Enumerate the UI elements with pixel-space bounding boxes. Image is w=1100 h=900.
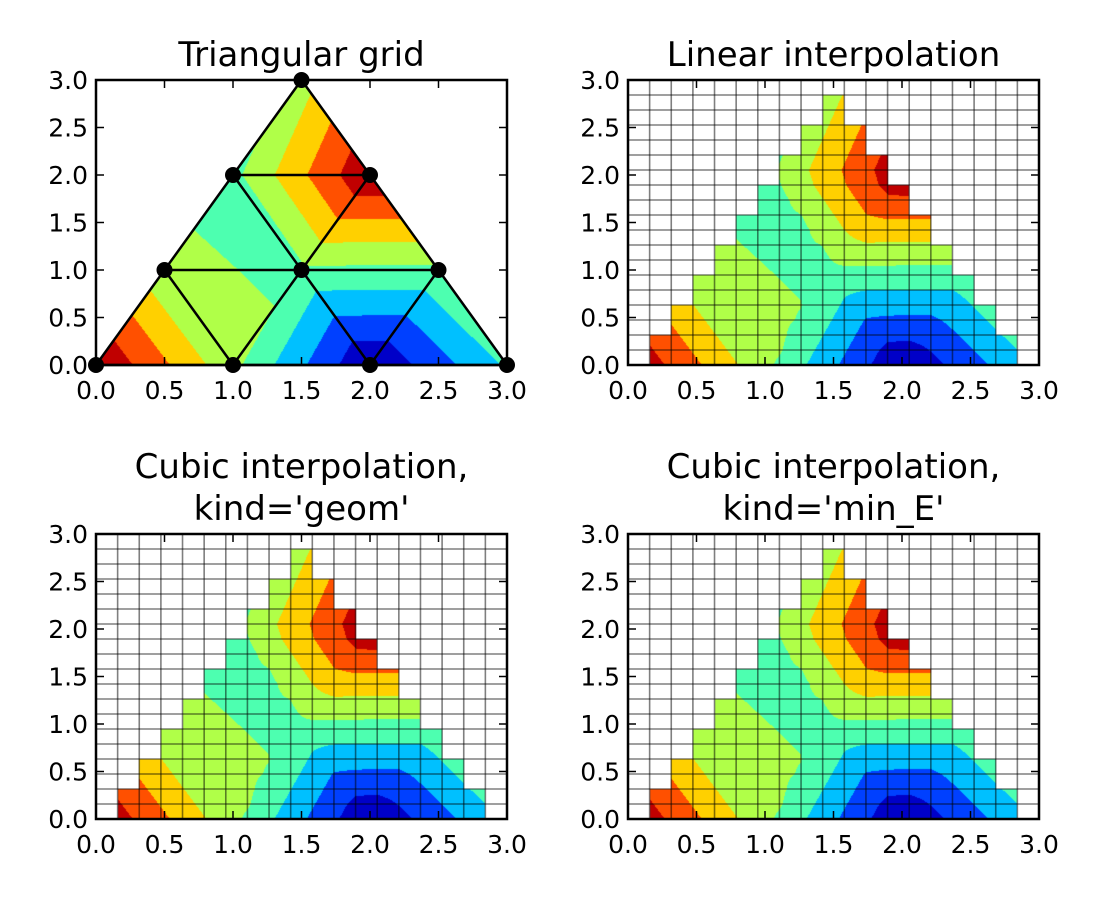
y-tick-label: 1.0: [580, 710, 620, 739]
y-tick-label: 1.0: [48, 256, 88, 285]
x-tick-label: 0.5: [677, 830, 717, 859]
grid-point: [88, 357, 104, 373]
x-tick-label: 0.5: [145, 830, 185, 859]
y-tick-label: 0.5: [48, 758, 88, 787]
triangle-edge: [163, 269, 235, 366]
subplot-title: Triangular grid: [177, 35, 424, 75]
triangle-edge: [94, 269, 166, 366]
x-tick-label: 2.0: [882, 830, 922, 859]
x-tick-label: 1.0: [745, 830, 785, 859]
y-tick-label: 2.0: [48, 161, 88, 190]
y-tick-label: 0.5: [580, 758, 620, 787]
y-tick-label: 1.5: [580, 209, 620, 238]
x-tick-label: 2.0: [350, 830, 390, 859]
contour-fill: [628, 80, 1039, 365]
contour-fill: [96, 534, 507, 819]
triangle-edge: [368, 174, 440, 271]
y-tick-label: 0.0: [580, 351, 620, 380]
triangle-edge: [437, 269, 509, 366]
triangle-edge: [163, 174, 235, 271]
triangle-edge: [231, 269, 303, 366]
y-tick-label: 1.0: [48, 710, 88, 739]
subplot-2: 0.00.0 0.5 0.5 1.0 1.0 1.5 1.5 2.0 2.0 2.5 2.5 3.0 3…: [580, 35, 1059, 405]
x-tick-label: 1.0: [213, 830, 253, 859]
grid-point: [156, 262, 173, 278]
grid-point: [225, 357, 241, 373]
x-tick-label: 1.5: [814, 376, 854, 405]
y-tick-label: 1.5: [48, 209, 88, 238]
x-tick-label: 2.5: [419, 376, 459, 405]
y-tick-label: 1.5: [580, 663, 620, 692]
x-tick-label: 1.5: [282, 830, 322, 859]
y-tick-label: 0.5: [580, 304, 620, 333]
y-tick-label: 1.5: [48, 663, 88, 692]
x-tick-label: 1.0: [745, 376, 785, 405]
y-tick-label: 3.0: [48, 66, 88, 95]
triangle-edge: [231, 79, 303, 176]
axes-frame: [94, 532, 509, 821]
x-tick-label: 0.0: [608, 830, 648, 859]
axes-frame: [626, 78, 1041, 367]
y-tick-label: 0.5: [48, 304, 88, 333]
subplot-4: 0.00.0 0.5 0.5 1.0 1.0 1.5 1.5 2.0 2.0 2.5 2.5 3.0 3…: [580, 447, 1059, 859]
y-tick-label: 0.0: [580, 805, 620, 834]
subplot-title: kind='min_E': [722, 489, 944, 529]
y-tick-label: 3.0: [48, 520, 88, 549]
x-tick-label: 2.5: [419, 830, 459, 859]
subplot-1: 0.00.0 0.5 0.5 1.0 1.0 1.5 1.5 2.0 2.0 2.5 2.5 3.0 3…: [48, 35, 527, 405]
grid-point: [293, 72, 310, 88]
y-tick-label: 2.5: [580, 568, 620, 597]
y-tick-label: 1.0: [580, 256, 620, 285]
x-tick-label: 3.0: [1019, 830, 1059, 859]
grid-point: [430, 262, 447, 278]
y-tick-label: 2.5: [48, 568, 88, 597]
grid-point: [362, 357, 378, 373]
x-tick-label: 3.0: [487, 376, 527, 405]
y-tick-label: 2.0: [580, 615, 620, 644]
grid-point: [293, 262, 310, 278]
y-tick-label: 3.0: [580, 520, 620, 549]
x-tick-label: 0.0: [76, 830, 116, 859]
contour-fill: [628, 534, 1039, 819]
subplot-3: 0.00.0 0.5 0.5 1.0 1.0 1.5 1.5 2.0 2.0 2.5 2.5 3.0 3…: [48, 447, 527, 859]
axes-frame: [94, 78, 509, 367]
triangle-edge: [300, 174, 372, 271]
x-tick-label: 2.0: [882, 376, 922, 405]
x-tick-label: 2.5: [951, 376, 991, 405]
x-tick-label: 1.0: [213, 376, 253, 405]
contour-fill: [96, 80, 507, 365]
x-tick-label: 0.5: [145, 376, 185, 405]
x-tick-label: 3.0: [487, 830, 527, 859]
grid-point: [362, 167, 378, 183]
triangle-edge: [231, 174, 303, 271]
y-tick-label: 2.5: [580, 114, 620, 143]
subplot-title: Cubic interpolation,: [135, 447, 469, 487]
triangle-edge: [300, 269, 372, 366]
x-tick-label: 2.0: [350, 376, 390, 405]
x-tick-label: 1.5: [814, 830, 854, 859]
y-tick-label: 0.0: [48, 351, 88, 380]
x-tick-label: 3.0: [1019, 376, 1059, 405]
grid-point: [499, 357, 515, 373]
triangle-edge: [300, 79, 372, 176]
grid-point: [225, 167, 241, 183]
y-tick-label: 3.0: [580, 66, 620, 95]
y-tick-label: 0.0: [48, 805, 88, 834]
y-tick-label: 2.0: [580, 161, 620, 190]
subplot-title: Linear interpolation: [667, 35, 1001, 75]
triangle-edge: [368, 269, 440, 366]
x-tick-label: 0.5: [677, 376, 717, 405]
x-tick-label: 0.0: [76, 376, 116, 405]
y-tick-label: 2.0: [48, 615, 88, 644]
x-tick-label: 0.0: [608, 376, 648, 405]
subplot-title: Cubic interpolation,: [667, 447, 1001, 487]
x-tick-label: 1.5: [282, 376, 322, 405]
y-tick-label: 2.5: [48, 114, 88, 143]
x-tick-label: 2.5: [951, 830, 991, 859]
axes-frame: [626, 532, 1041, 821]
subplot-title: kind='geom': [194, 489, 410, 529]
